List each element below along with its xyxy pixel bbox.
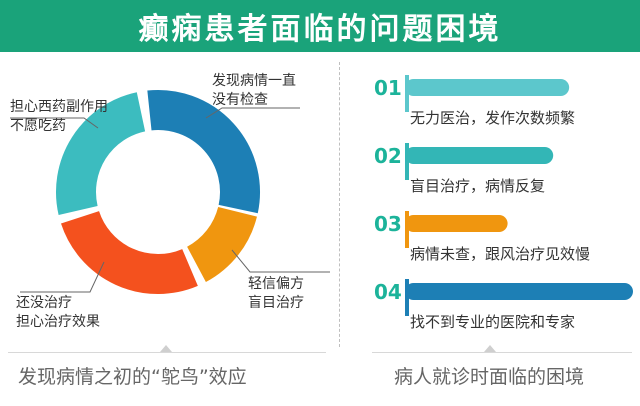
leader-line-0: [205, 107, 300, 119]
item-number-2: 02: [374, 144, 402, 168]
item-text-3: 病情未查，跟风治疗见效慢: [410, 245, 591, 263]
donut-segment-2: [60, 210, 198, 294]
leader-line-1: [10, 117, 99, 129]
left-caption: 发现病情之初的“鸵鸟”效应: [18, 366, 247, 388]
right-footer-caret: [484, 345, 496, 352]
donut-chart: [10, 90, 330, 294]
donut-segment-1: [186, 206, 257, 283]
segment-label-0: 发现病情一直 没有检查: [212, 73, 296, 108]
bar-tick-4: [405, 279, 409, 316]
item-number-4: 04: [374, 280, 402, 304]
item-text-1: 无力医治，发作次数频繁: [410, 109, 576, 127]
right-footer-rule: [372, 352, 632, 353]
leader-line-3: [20, 261, 105, 293]
header-banner: 癫痫患者面临的问题困境: [0, 0, 640, 52]
item-text-2: 盲目治疗，病情反复: [410, 177, 546, 195]
segment-label-3: 担心西药副作用 不愿吃药: [10, 99, 108, 134]
bar-tick-1: [405, 75, 409, 112]
left-footer-caret: [160, 345, 172, 352]
segment-label-2: 还没治疗 担心治疗效果: [16, 295, 100, 330]
item-number-1: 01: [374, 76, 402, 100]
problem-bar-3: [405, 215, 508, 232]
segment-label-1: 轻信偏方 盲目治疗: [248, 276, 304, 311]
bar-tick-3: [405, 211, 409, 248]
left-footer-rule: [8, 352, 326, 353]
donut-segment-0: [147, 90, 260, 214]
item-number-3: 03: [374, 212, 402, 236]
donut-segment-3: [56, 92, 146, 215]
problem-bar-4: [405, 283, 633, 300]
leader-line-2: [231, 249, 330, 273]
item-text-4: 找不到专业的医院和专家: [410, 313, 576, 331]
problem-bar-2: [405, 147, 554, 164]
right-caption: 病人就诊时面临的困境: [394, 366, 585, 388]
page-title: 癫痫患者面临的问题困境: [138, 12, 502, 47]
bar-tick-2: [405, 143, 409, 180]
panel-divider: [339, 62, 340, 347]
problem-bar-1: [405, 79, 570, 96]
